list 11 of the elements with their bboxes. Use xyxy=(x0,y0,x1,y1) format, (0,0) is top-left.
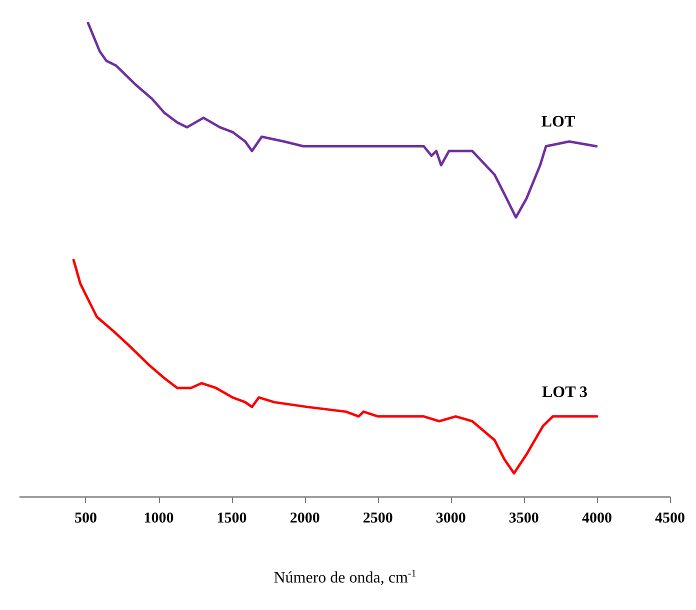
x-tick-label: 1500 xyxy=(216,510,247,526)
x-tick-label: 4000 xyxy=(582,510,612,526)
series-label: LOT 3 xyxy=(542,384,588,401)
x-tick-label: 1000 xyxy=(144,510,174,526)
x-tick-label: 4500 xyxy=(655,510,685,526)
series-label: LOT xyxy=(541,114,576,131)
x-tick-label: 2000 xyxy=(290,510,320,526)
x-tick-label: 2500 xyxy=(362,510,393,526)
x-tick-label: 3500 xyxy=(508,510,539,526)
x-tick-label: 3000 xyxy=(436,510,466,526)
x-tick-label: 500 xyxy=(74,510,97,526)
